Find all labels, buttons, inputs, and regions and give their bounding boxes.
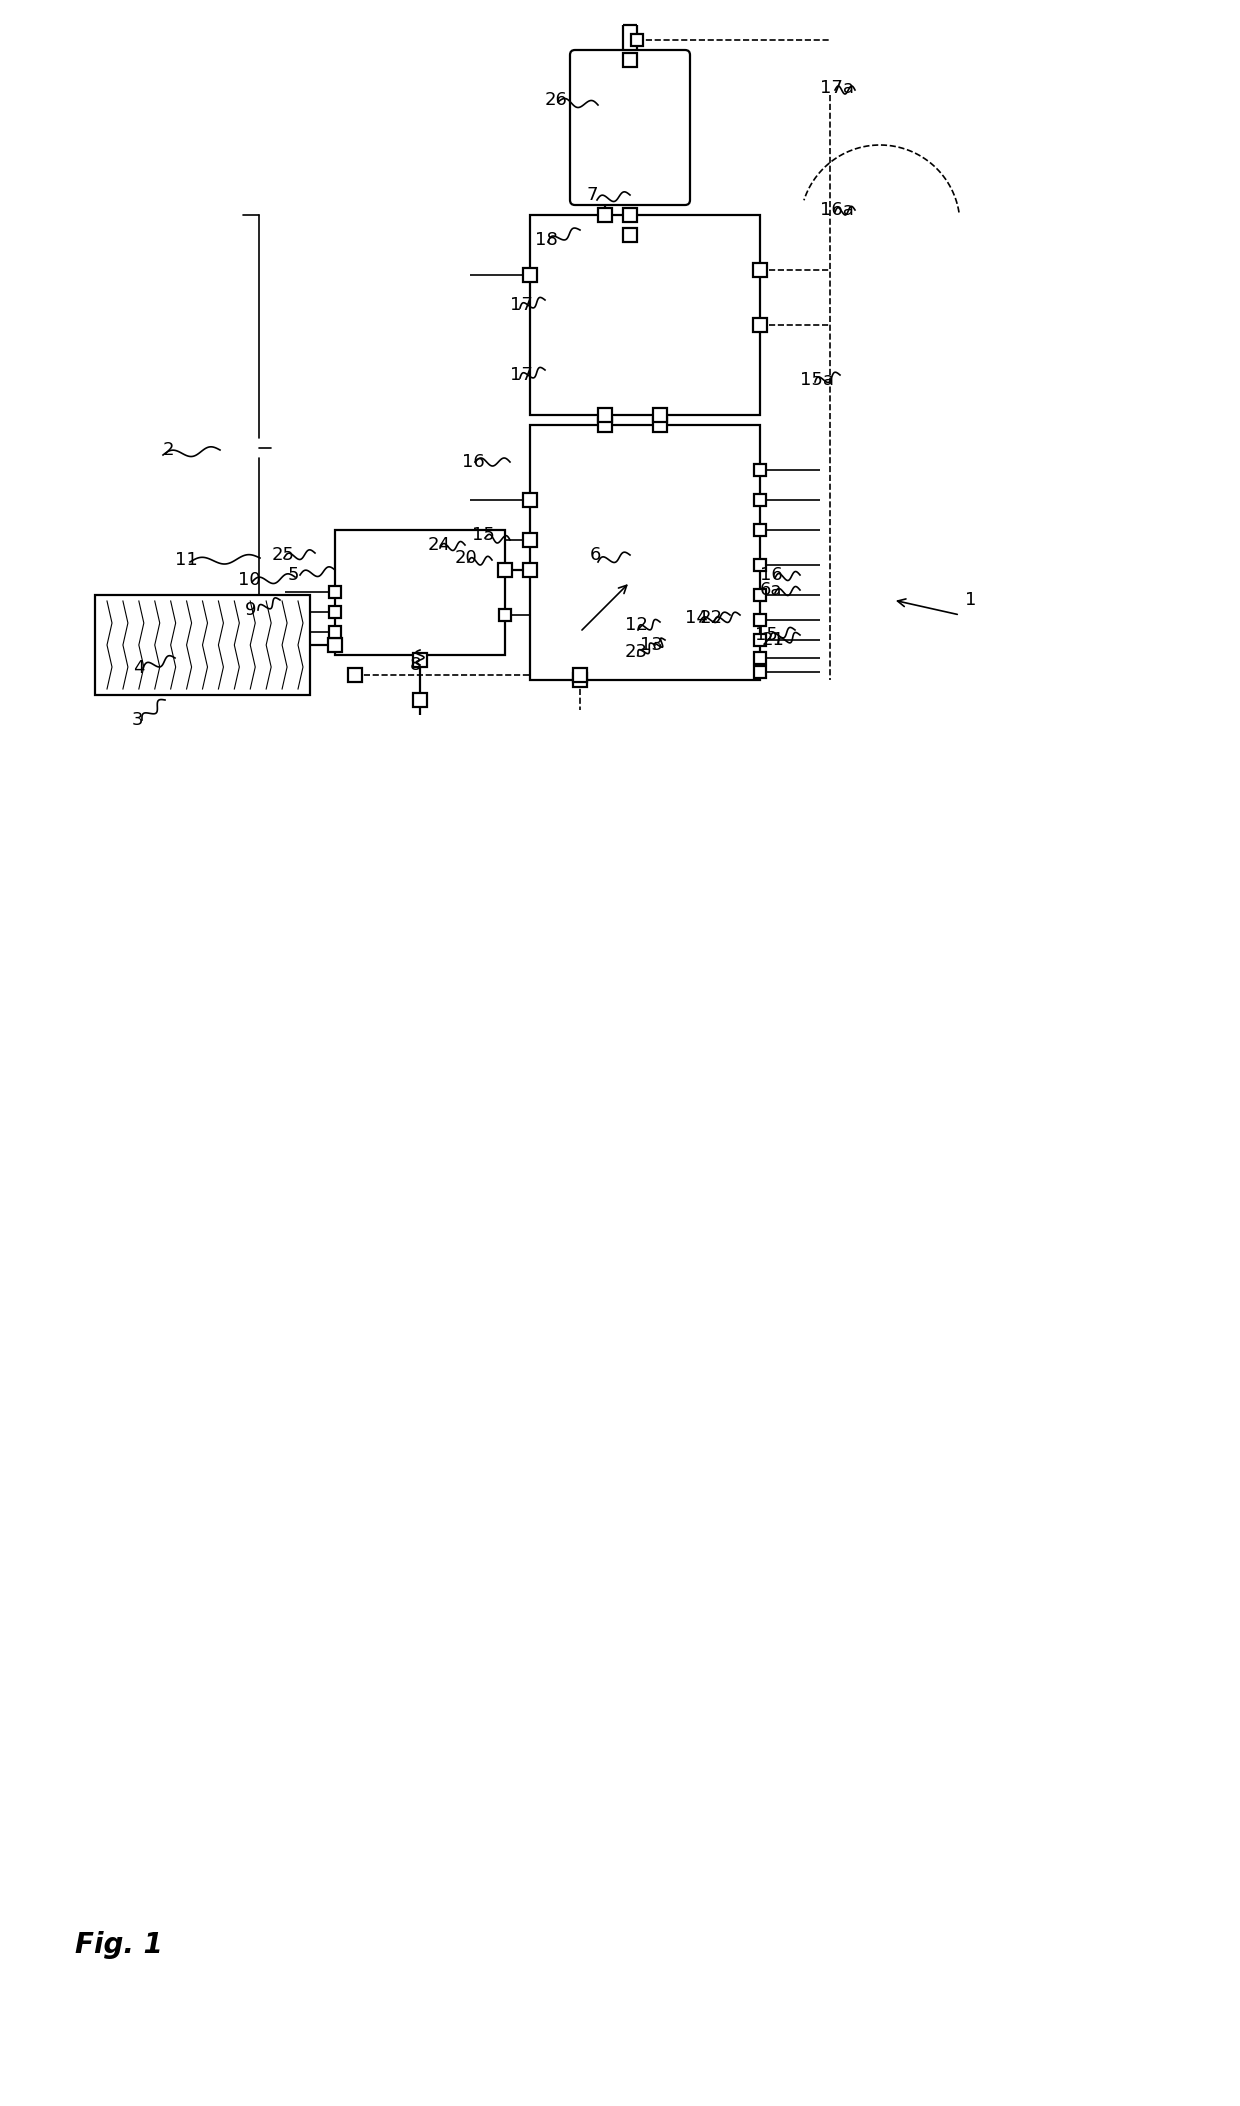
Bar: [753, 318, 768, 333]
Text: 8: 8: [410, 655, 422, 674]
Bar: [523, 493, 537, 508]
Text: 26: 26: [546, 91, 568, 110]
Text: 16: 16: [760, 567, 782, 583]
Text: 3: 3: [131, 712, 144, 729]
Text: 16: 16: [463, 453, 485, 472]
Bar: [529, 215, 760, 415]
Bar: [598, 208, 613, 221]
Bar: [573, 674, 587, 687]
Bar: [754, 665, 766, 678]
Bar: [329, 625, 341, 638]
FancyBboxPatch shape: [570, 51, 689, 204]
Text: 11: 11: [175, 552, 197, 569]
Text: 5: 5: [288, 567, 300, 583]
Text: Fig. 1: Fig. 1: [74, 1931, 162, 1959]
Bar: [754, 653, 766, 663]
Text: 2: 2: [162, 440, 175, 459]
Bar: [329, 638, 342, 653]
Bar: [523, 533, 537, 548]
Bar: [754, 463, 766, 476]
Bar: [653, 417, 667, 432]
Bar: [598, 409, 613, 421]
Text: 15: 15: [755, 625, 777, 644]
Text: 15: 15: [472, 526, 495, 543]
Text: 4: 4: [133, 659, 145, 676]
Text: 6: 6: [590, 545, 601, 564]
Bar: [754, 558, 766, 571]
Text: 15a: 15a: [800, 371, 835, 390]
Bar: [529, 425, 760, 680]
Text: 25: 25: [272, 545, 295, 564]
Bar: [335, 531, 505, 655]
Bar: [329, 585, 341, 598]
Bar: [413, 653, 427, 668]
Bar: [523, 267, 537, 282]
Text: 9: 9: [246, 600, 257, 619]
Text: 12: 12: [625, 615, 647, 634]
Text: 16a: 16a: [820, 200, 854, 219]
Bar: [653, 409, 667, 421]
Bar: [754, 590, 766, 600]
Bar: [754, 495, 766, 505]
Bar: [348, 668, 362, 682]
Bar: [754, 634, 766, 647]
Text: 14: 14: [684, 609, 708, 628]
Text: 6a: 6a: [760, 581, 782, 598]
Bar: [622, 53, 637, 67]
Bar: [622, 227, 637, 242]
Bar: [413, 693, 427, 708]
Bar: [754, 615, 766, 625]
Bar: [598, 417, 613, 432]
Text: 17: 17: [510, 366, 533, 383]
Bar: [753, 263, 768, 278]
Text: 18: 18: [534, 232, 558, 249]
Text: 22: 22: [701, 609, 723, 628]
Bar: [631, 34, 644, 46]
Text: 10: 10: [238, 571, 260, 590]
Text: 21: 21: [763, 632, 785, 649]
Text: 23: 23: [625, 642, 649, 661]
Bar: [754, 524, 766, 537]
Text: 1: 1: [965, 592, 976, 609]
Bar: [523, 562, 537, 577]
Bar: [622, 208, 637, 221]
Text: 24: 24: [428, 537, 451, 554]
Bar: [573, 668, 587, 682]
Bar: [329, 607, 341, 617]
Text: 17a: 17a: [820, 80, 854, 97]
Bar: [498, 609, 511, 621]
Text: 13: 13: [640, 636, 663, 655]
Text: 20: 20: [455, 550, 477, 567]
Text: 7: 7: [587, 185, 599, 204]
Bar: [95, 596, 310, 695]
Text: 17: 17: [510, 297, 533, 314]
Bar: [498, 562, 512, 577]
